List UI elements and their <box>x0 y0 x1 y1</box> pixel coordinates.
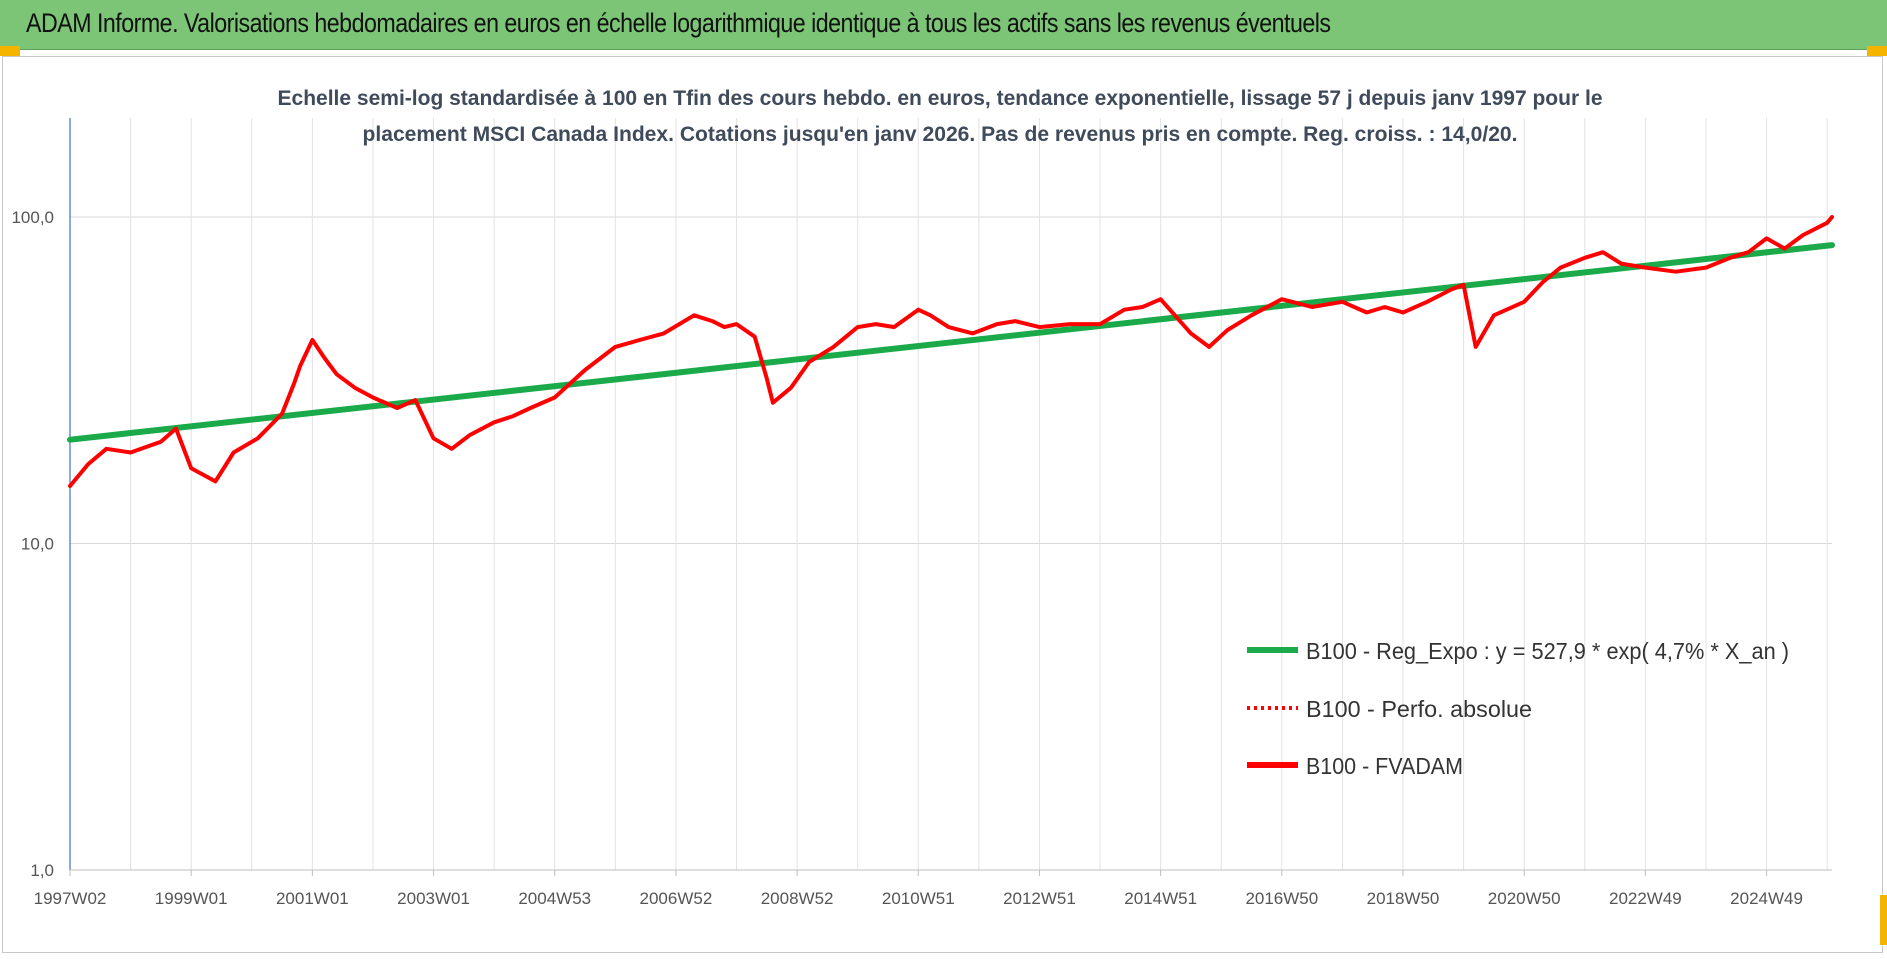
x-tick-label: 1999W01 <box>155 889 228 908</box>
chart-title-line-2: placement MSCI Canada Index. Cotations j… <box>363 123 1518 146</box>
legend-label-perfo: B100 - Perfo. absolue <box>1306 696 1532 722</box>
x-tick-label: 2022W49 <box>1609 889 1682 908</box>
corner-mark-bottom-right <box>1880 895 1887 945</box>
series-fvadam-line <box>68 215 1834 488</box>
series-perfo-line <box>68 215 1834 488</box>
chart-title-line-1: Echelle semi-log standardisée à 100 en T… <box>278 87 1603 110</box>
x-tick-label: 2020W50 <box>1488 889 1561 908</box>
x-tick-label: 2024W49 <box>1730 889 1803 908</box>
legend-label-trend: B100 - Reg_Expo : y = 527,9 * exp( 4,7% … <box>1306 638 1789 664</box>
chart-frame <box>2 56 1883 953</box>
series-trend-line <box>67 242 1835 443</box>
x-tick-label: 2006W52 <box>640 889 713 908</box>
legend-label-fvadam: B100 - FVADAM <box>1306 753 1463 779</box>
header-bar: ADAM Informe. Valorisations hebdomadaire… <box>0 0 1887 50</box>
y-tick-label: 10,0 <box>21 535 54 554</box>
grid-layer <box>69 118 1832 871</box>
x-tick-label: 2014W51 <box>1124 889 1197 908</box>
axis-layer: 1,0 10,0 100,0 1997W02 1999W01 2001W01 2003W01… <box>11 118 1832 908</box>
x-tick-label: 2012W51 <box>1003 889 1076 908</box>
x-tick-label: 2016W50 <box>1245 889 1318 908</box>
x-tick-label: 2008W52 <box>761 889 834 908</box>
y-tick-label: 1,0 <box>30 861 54 880</box>
corner-mark-top-left <box>0 46 20 56</box>
y-tick-label: 100,0 <box>11 208 54 227</box>
x-tick-label: 1997W02 <box>34 889 107 908</box>
series-layer <box>67 215 1835 488</box>
header-title: ADAM Informe. Valorisations hebdomadaire… <box>26 8 1331 38</box>
x-tick-label: 2003W01 <box>397 889 470 908</box>
x-tick-label: 2018W50 <box>1367 889 1440 908</box>
corner-mark-top-right <box>1867 46 1887 56</box>
x-tick-label: 2010W51 <box>882 889 955 908</box>
x-tick-label: 2004W53 <box>518 889 591 908</box>
legend: B100 - Reg_Expo : y = 527,9 * exp( 4,7% … <box>1247 638 1789 779</box>
x-tick-label: 2001W01 <box>276 889 349 908</box>
